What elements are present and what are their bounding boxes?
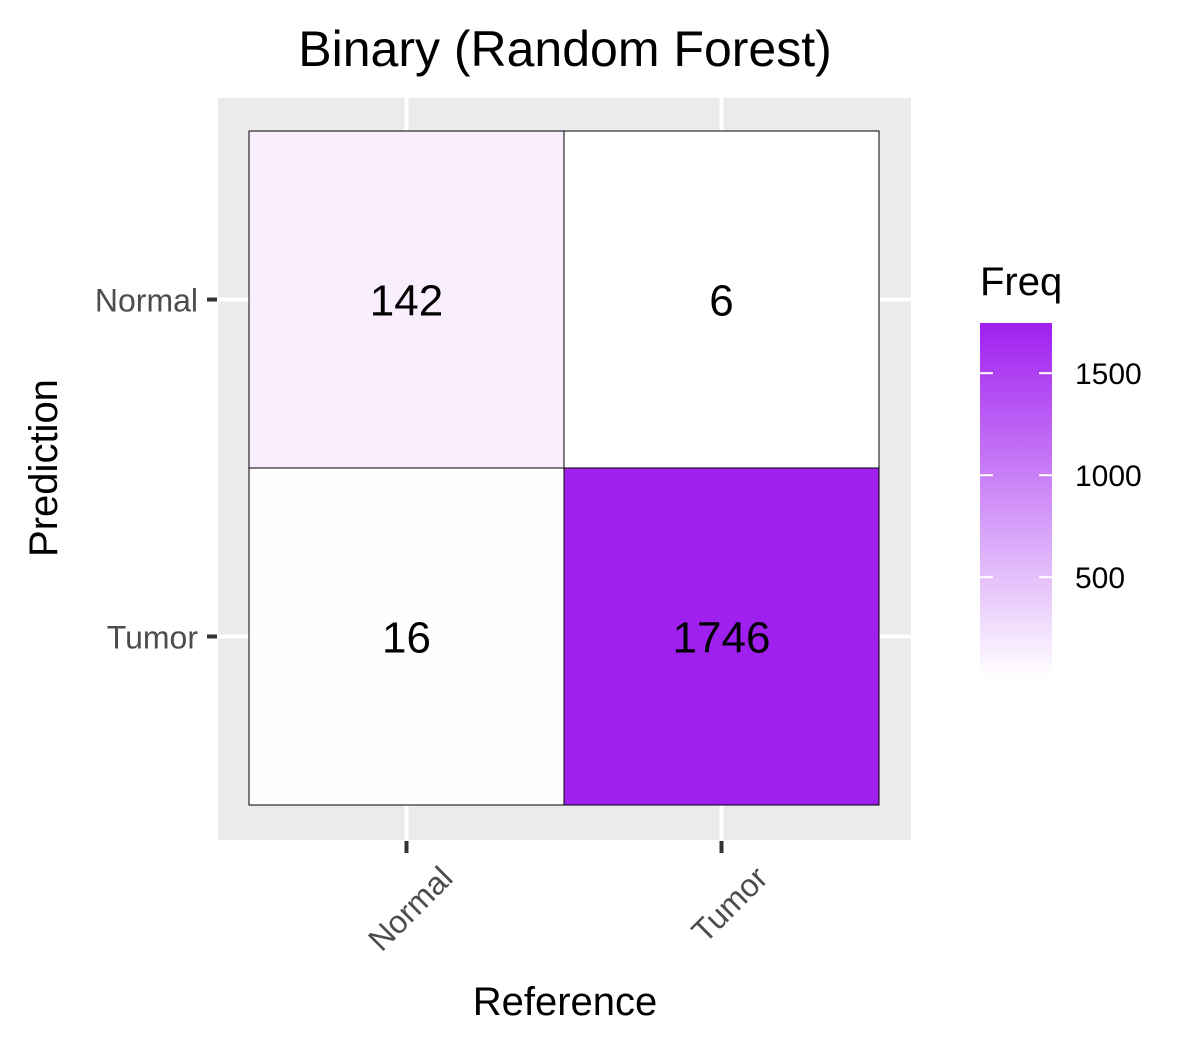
heatmap-cell — [563, 467, 880, 806]
legend-tick-label: 1000 — [1075, 460, 1142, 493]
cell-value-label: 16 — [382, 614, 431, 663]
cell-value-label: 1746 — [673, 614, 771, 663]
cell-value-label: 6 — [709, 277, 733, 326]
x-axis-tick-label: Normal — [361, 859, 459, 957]
legend-title: Freq — [980, 260, 1062, 304]
y-axis-tick-label: Normal — [95, 283, 198, 319]
chart-title: Binary (Random Forest) — [298, 21, 832, 77]
cell-value-label: 142 — [370, 277, 443, 326]
legend-colorbar — [980, 323, 1052, 678]
legend-tick-label: 1500 — [1075, 358, 1142, 391]
y-axis-tick-label: Tumor — [107, 620, 199, 656]
heatmap-cell — [563, 130, 880, 469]
legend-tick-label: 500 — [1075, 562, 1125, 595]
legend: Freq 500 1000 1500 — [980, 260, 1142, 678]
heatmap-cells: 142 6 16 1746 — [248, 130, 880, 806]
x-axis-title: Reference — [473, 980, 658, 1024]
heatmap-cell — [248, 467, 565, 806]
x-axis-tick-label: Tumor — [684, 859, 774, 949]
y-axis-title: Prediction — [22, 379, 66, 557]
legend-ticks: 500 1000 1500 — [980, 358, 1142, 595]
